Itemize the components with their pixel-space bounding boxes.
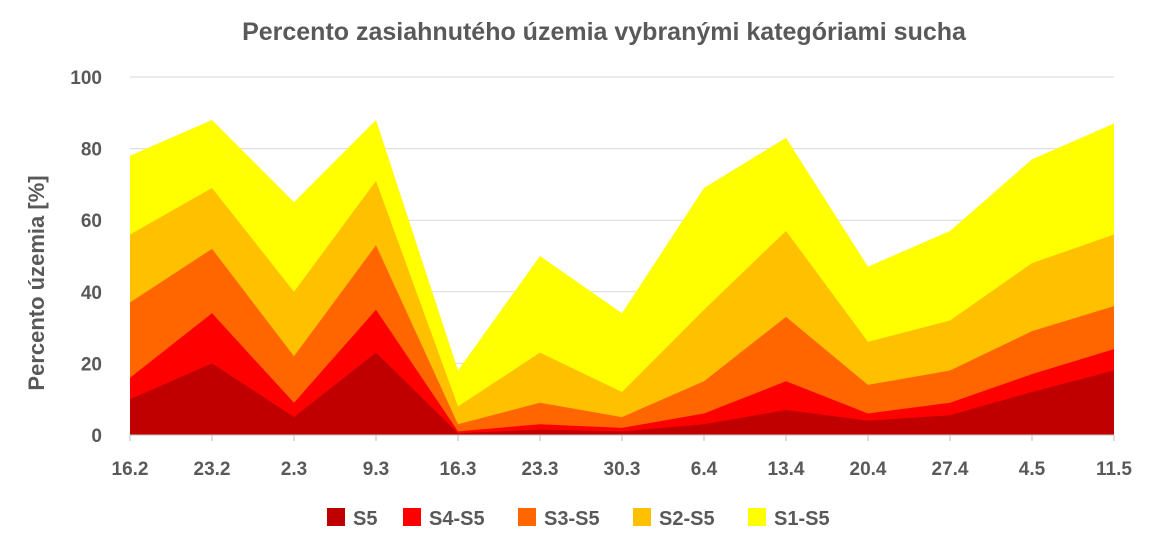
x-tick-label: 13.4 (768, 459, 805, 480)
legend-swatch (633, 508, 651, 526)
legend-swatch (403, 508, 421, 526)
x-tick-label: 23.2 (194, 459, 231, 480)
y-axis-label: Percento územia [%] (24, 175, 49, 390)
x-tick-label: 16.3 (440, 459, 477, 480)
legend-label: S4-S5 (429, 508, 485, 530)
legend-swatch (748, 508, 766, 526)
legend-item-s5: S5 (327, 508, 377, 530)
legend-swatch (327, 508, 345, 526)
legend-swatch (518, 508, 536, 526)
legend-label: S3-S5 (544, 508, 600, 530)
x-tick-label: 2.3 (281, 459, 307, 480)
legend: S5 S4-S5 S3-S5 S2-S5 S1-S5 (327, 508, 830, 530)
area-series-s5 (130, 352, 1114, 435)
legend-label: S5 (353, 508, 377, 530)
x-tick-label: 23.3 (522, 459, 559, 480)
legend-label: S2-S5 (659, 508, 715, 530)
legend-label: S1-S5 (774, 508, 830, 530)
x-tick-label: 27.4 (932, 459, 969, 480)
x-tick-label: 20.4 (850, 459, 887, 480)
x-tick-label: 6.4 (691, 459, 718, 480)
x-tick-label: 30.3 (604, 459, 641, 480)
y-tick-label: 20 (81, 354, 102, 375)
axis-layer: 0 20 40 60 80 100 16.2 23.2 2.3 9.3 16.3 23.3 30.3 6.… (70, 68, 1132, 480)
x-tick-label: 9.3 (363, 459, 389, 480)
legend-item-s1-s5: S1-S5 (748, 508, 830, 530)
legend-item-s4-s5: S4-S5 (403, 508, 485, 530)
y-tick-label: 100 (70, 68, 102, 89)
x-tick-label: 16.2 (112, 459, 149, 480)
y-tick-label: 0 (91, 426, 102, 447)
area-layer (130, 119, 1114, 436)
x-tick-label: 4.5 (1019, 459, 1046, 480)
y-tick-label: 40 (81, 283, 102, 304)
legend-item-s2-s5: S2-S5 (633, 508, 715, 530)
y-tick-label: 60 (81, 211, 102, 232)
chart-title: Percento zasiahnutého územia vybranými k… (242, 18, 967, 46)
x-tick-label: 11.5 (1096, 459, 1132, 480)
y-tick-label: 80 (81, 140, 102, 161)
legend-item-s3-s5: S3-S5 (518, 508, 600, 530)
